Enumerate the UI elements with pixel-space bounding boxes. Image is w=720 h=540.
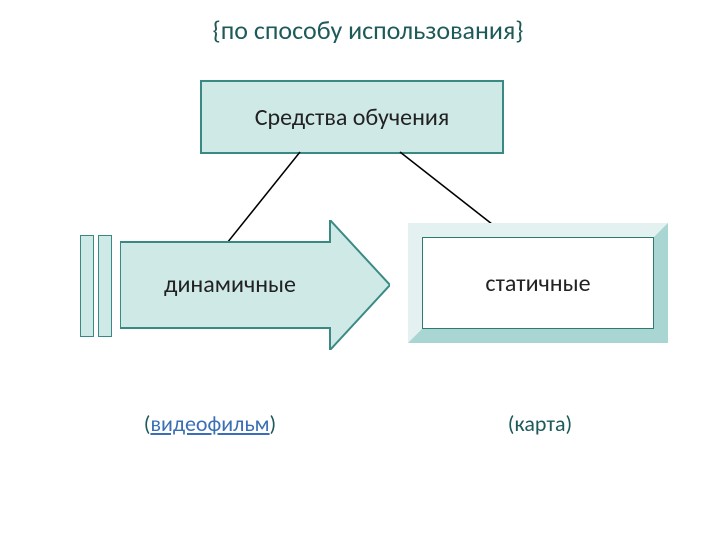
- stripe: [80, 235, 94, 337]
- paren-close: ): [270, 410, 277, 437]
- stripe: [98, 235, 112, 337]
- static-label: статичные: [485, 269, 590, 298]
- root-node-label: Средства обучения: [255, 103, 450, 132]
- root-node: Средства обучения: [200, 80, 504, 154]
- dynamic-label: динамичные: [130, 270, 330, 299]
- static-node: статичные: [408, 223, 668, 343]
- bevel-inner: статичные: [422, 237, 654, 329]
- video-link[interactable]: видеофильм: [150, 410, 269, 437]
- dynamic-example: (видеофильм): [110, 410, 310, 437]
- static-example: (карта): [450, 410, 630, 437]
- page-title: {по способу использования}: [158, 14, 578, 46]
